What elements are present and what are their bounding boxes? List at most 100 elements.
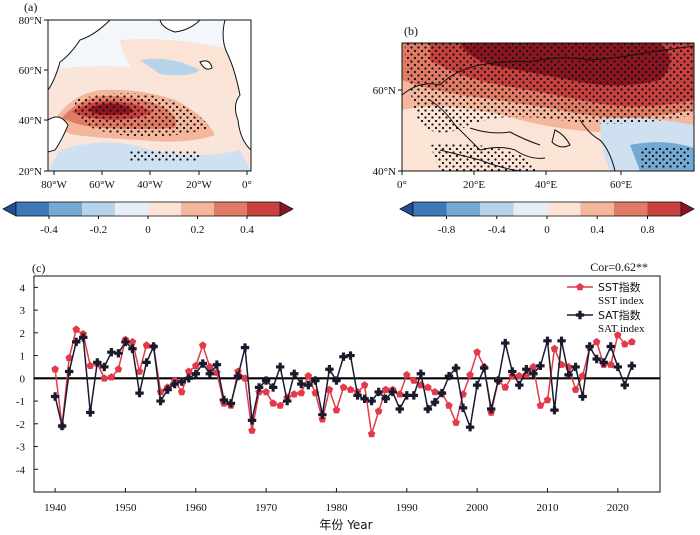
sat-series — [50, 333, 637, 432]
x-axis-label: 年份 Year — [319, 518, 372, 532]
legend-sst-point — [576, 283, 584, 291]
panel-a-lon-label: 20°W — [186, 179, 212, 191]
sat-point — [339, 352, 348, 361]
sat-point — [536, 361, 545, 371]
sst-point — [445, 401, 453, 409]
x-tick-label: 2020 — [607, 502, 630, 514]
sat-point — [367, 396, 376, 406]
sst-point — [304, 372, 313, 380]
x-tick-label: 1980 — [325, 502, 348, 514]
panel-b-lat-label: 60°N — [373, 85, 396, 97]
sst-point — [515, 372, 524, 380]
sat-point — [240, 343, 250, 352]
sat-point — [205, 369, 215, 378]
sst-point — [473, 348, 481, 356]
sst-point — [614, 331, 622, 339]
panel-b-colorbar-label: 0.8 — [641, 224, 655, 236]
panel-b-lon-label: 20°E — [463, 179, 485, 191]
panel-a-colorbar-label: 0.4 — [240, 224, 254, 236]
panel-a-colorbar-swatch — [247, 202, 281, 216]
sat-point — [64, 367, 74, 376]
sst-point — [403, 370, 411, 379]
sat-point — [114, 349, 123, 358]
sat-point — [100, 362, 109, 372]
y-tick-label: 3 — [20, 305, 26, 317]
y-tick-label: -3 — [16, 442, 26, 454]
sst-point — [360, 381, 369, 389]
sst-point — [262, 388, 270, 396]
legend-sst-name: SST指数 — [598, 280, 641, 294]
sst-point — [114, 365, 123, 373]
sst-point — [529, 362, 538, 371]
plot-axes: -4 -3 -2 -1 0 1 2 3 4 1940 1950 1960 1970 1980 1990 200… — [16, 282, 660, 514]
panel-a: (a) 80°N60°N40°N20°N 80°W 60°W 4 — [2, 0, 294, 236]
sst-point — [452, 418, 460, 426]
sat-point — [437, 388, 447, 398]
sst-point — [536, 401, 545, 409]
panel-b-lon-label: 60°E — [610, 179, 632, 191]
sat-point — [501, 338, 510, 348]
sst-point — [325, 385, 334, 393]
panel-a-colorbar-label: 0 — [145, 224, 151, 236]
panel-b-lat-label: 40°N — [373, 166, 396, 178]
sat-point — [592, 354, 601, 364]
sat-point — [472, 380, 482, 390]
panel-a-colorbar-swatch — [49, 202, 83, 216]
x-tick-label: 2000 — [466, 502, 489, 514]
x-tick-label: 2010 — [536, 502, 559, 514]
sat-point — [494, 376, 503, 385]
sst-point — [192, 361, 200, 369]
sst-point — [621, 340, 629, 348]
panel-a-colorbar-label: -0.4 — [40, 224, 58, 236]
panel-a-lon-axis: 80°W 60°W 40°W 20°W 0° — [41, 171, 252, 191]
panel-a-colorbar-min-arrow — [2, 201, 17, 217]
legend-sat-name-en: SAT index — [598, 323, 645, 335]
sat-point — [458, 403, 468, 413]
sat-point — [479, 363, 489, 373]
sat-point — [247, 416, 257, 425]
sat-point — [381, 394, 390, 403]
x-tick-label: 1940 — [44, 502, 67, 514]
sst-point — [297, 389, 306, 397]
y-tick-label: 4 — [20, 282, 26, 294]
sat-point — [297, 379, 306, 389]
sat-point — [290, 369, 299, 378]
panel-a-colorbar-swatch — [16, 202, 50, 216]
y-tick-label: 2 — [20, 328, 26, 340]
sat-point — [325, 365, 334, 374]
sat-point — [191, 369, 200, 378]
sat-point — [606, 342, 615, 351]
panel-a-colorbar: -0.4 -0.2 0 0.2 0.4 — [2, 201, 294, 236]
y-tick-label: 0 — [20, 373, 26, 385]
sat-point — [318, 410, 327, 419]
panel-b-colorbar-swatch — [446, 202, 481, 216]
sst-point — [381, 385, 390, 393]
sst-point — [578, 372, 587, 380]
panel-a-colorbar-label: -0.2 — [90, 224, 107, 236]
sat-point — [163, 385, 172, 394]
panel-b-lon-label: 40°E — [535, 179, 557, 191]
sat-point — [170, 379, 179, 389]
sat-point — [177, 377, 186, 386]
panel-b-label: (b) — [404, 24, 418, 38]
sat-point — [409, 391, 419, 400]
panel-a-lon-label: 60°W — [89, 179, 115, 191]
sst-point — [177, 388, 186, 396]
sst-point — [199, 341, 207, 349]
sat-point — [72, 337, 81, 347]
sat-point — [599, 358, 608, 367]
legend-sst-name-en: SST index — [598, 295, 644, 307]
panel-b-frame — [401, 42, 695, 172]
sat-point — [402, 391, 411, 400]
y-tick-label: 1 — [20, 351, 26, 363]
sst-point — [65, 353, 73, 362]
panel-a-lon-label: 0° — [242, 179, 252, 191]
sat-point — [198, 359, 208, 368]
legend-sat-name: SAT指数 — [598, 308, 641, 322]
sat-point — [430, 397, 440, 407]
sat-point — [620, 380, 630, 390]
sat-point — [184, 374, 193, 383]
sat-point — [283, 396, 292, 406]
panel-a-colorbar-swatch — [115, 202, 149, 216]
